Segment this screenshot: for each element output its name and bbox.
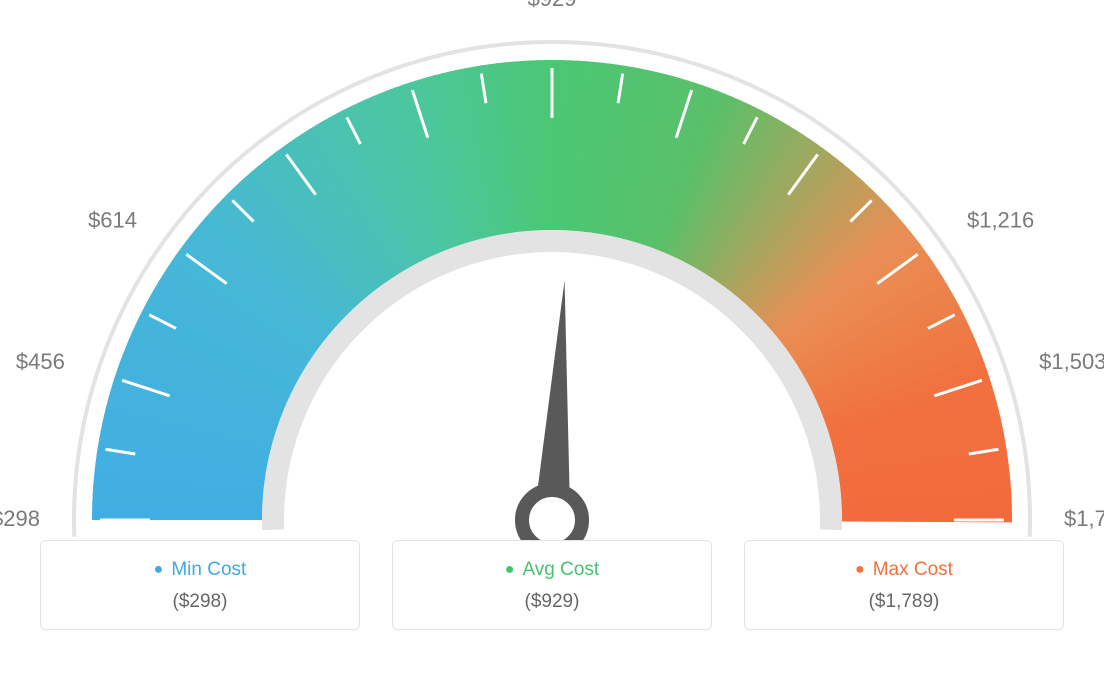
gauge-tick-label: $456 bbox=[16, 349, 65, 374]
legend-card-avg: Avg Cost ($929) bbox=[392, 540, 712, 630]
cost-gauge-chart: $298 $456 $614 $929 $1,216 $1,503 $1,789 bbox=[0, 0, 1104, 560]
gauge-needle bbox=[538, 280, 570, 491]
legend-title-max: Max Cost bbox=[755, 559, 1053, 581]
gauge-tick-label: $1,503 bbox=[1039, 349, 1104, 374]
gauge-tick-label: $614 bbox=[88, 207, 137, 232]
legend-card-max: Max Cost ($1,789) bbox=[744, 540, 1064, 630]
legend-row: Min Cost ($298) Avg Cost ($929) Max Cost… bbox=[0, 540, 1104, 660]
gauge-tick-label: $929 bbox=[528, 0, 577, 11]
gauge-tick-label: $298 bbox=[0, 506, 40, 531]
legend-value-avg: ($929) bbox=[403, 591, 701, 613]
gauge-tick-label: $1,789 bbox=[1064, 506, 1104, 531]
legend-value-max: ($1,789) bbox=[755, 591, 1053, 613]
gauge-tick-label: $1,216 bbox=[967, 207, 1034, 232]
legend-title-min: Min Cost bbox=[51, 559, 349, 581]
legend-title-avg: Avg Cost bbox=[403, 559, 701, 581]
legend-value-min: ($298) bbox=[51, 591, 349, 613]
legend-card-min: Min Cost ($298) bbox=[40, 540, 360, 630]
